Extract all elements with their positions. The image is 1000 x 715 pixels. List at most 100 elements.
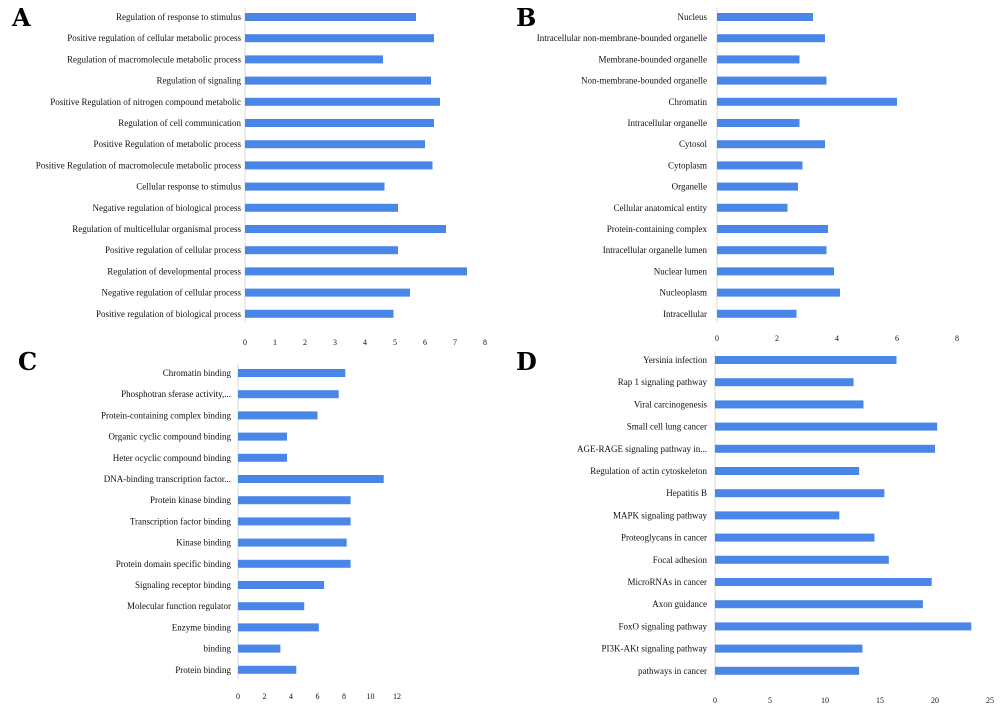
bar-a: [245, 182, 385, 191]
panel-label-b: B: [516, 3, 536, 32]
category-label-b: Cytoplasm: [668, 160, 707, 170]
bar-d: [715, 600, 923, 609]
bar-a: [245, 161, 433, 170]
category-label-a: Regulation of macromolecule metabolic pr…: [67, 54, 241, 64]
bar-b: [717, 55, 800, 64]
bar-a: [245, 203, 398, 212]
category-label-b: Organelle: [672, 182, 707, 192]
tick-label-d: 20: [931, 696, 939, 705]
panel-label-c: C: [18, 347, 37, 376]
bar-a: [245, 246, 398, 255]
bar-a: [245, 97, 440, 106]
bar-a: [245, 76, 431, 85]
category-label-d: Viral carcinogenesis: [634, 399, 708, 409]
tick-label-c: 10: [367, 692, 375, 701]
category-label-c: Heter ocyclic compound binding: [113, 453, 232, 463]
bar-c: [238, 390, 339, 399]
tick-label-a: 7: [453, 338, 457, 347]
tick-label-a: 2: [303, 338, 307, 347]
tick-label-a: 6: [423, 338, 427, 347]
bar-c: [238, 538, 347, 547]
category-label-d: AGE-RAGE signaling pathway in...: [577, 444, 707, 454]
bar-a: [245, 140, 425, 149]
category-label-a: Regulation of signaling: [157, 76, 242, 86]
tick-label-d: 0: [713, 696, 717, 705]
category-label-d: Regulation of actin cytoskeleton: [590, 466, 707, 476]
tick-label-d: 15: [876, 696, 884, 705]
category-label-b: Nucleus: [678, 12, 708, 22]
bar-b: [717, 182, 798, 191]
bar-d: [715, 644, 863, 653]
bar-b: [717, 76, 827, 85]
bar-b: [717, 267, 834, 276]
category-label-b: Non-membrane-bounded organelle: [581, 76, 707, 86]
category-label-d: Rap 1 signaling pathway: [618, 377, 708, 387]
bar-b: [717, 203, 788, 212]
bar-a: [245, 55, 383, 64]
bar-c: [238, 475, 384, 483]
category-label-c: Enzyme binding: [172, 622, 232, 632]
bar-c: [238, 432, 288, 441]
category-label-b: Nuclear lumen: [654, 266, 708, 276]
tick-label-b: 4: [835, 334, 839, 343]
bar-b: [717, 97, 897, 106]
category-label-d: Yersinia infection: [643, 355, 707, 365]
bar-d: [715, 422, 938, 431]
category-label-d: FoxO signaling pathway: [619, 621, 708, 631]
category-label-a: Positive Regulation of nitrogen compound…: [50, 97, 241, 107]
category-label-d: MicroRNAs in cancer: [628, 577, 707, 587]
bar-a: [245, 267, 467, 276]
bar-c: [238, 602, 305, 611]
bar-c: [238, 411, 318, 420]
category-label-a: Negative regulation of cellular process: [102, 288, 242, 298]
tick-label-d: 10: [821, 696, 829, 705]
category-label-a: Regulation of multicellular organismal p…: [72, 224, 241, 234]
bar-c: [238, 496, 351, 505]
bar-c: [238, 453, 288, 462]
tick-label-c: 4: [289, 692, 293, 701]
bar-c: [238, 559, 351, 568]
tick-label-c: 6: [316, 692, 320, 701]
tick-label-a: 4: [363, 338, 367, 347]
category-label-a: Positive regulation of biological proces…: [96, 309, 241, 319]
category-label-b: Intracellular: [663, 309, 707, 319]
bar-d: [715, 533, 875, 542]
category-label-a: Negative regulation of biological proces…: [93, 203, 242, 213]
panel-label-a: A: [11, 3, 31, 32]
tick-label-a: 5: [393, 338, 397, 347]
bar-b: [717, 288, 840, 297]
tick-label-b: 6: [895, 334, 899, 343]
bar-c: [238, 369, 346, 377]
tick-label-b: 2: [775, 334, 779, 343]
category-label-c: Kinase binding: [176, 538, 231, 548]
bar-d: [715, 467, 860, 475]
bar-a: [245, 34, 434, 43]
bar-b: [717, 161, 803, 170]
bar-c: [238, 644, 281, 653]
category-label-a: Positive regulation of cellular metaboli…: [67, 33, 241, 43]
tick-label-c: 8: [342, 692, 346, 701]
category-label-b: Intracellular organelle lumen: [603, 245, 708, 255]
category-label-b: Nucleoplasm: [660, 288, 708, 298]
category-label-b: Intracellular non-membrane-bounded organ…: [537, 33, 707, 43]
category-label-c: Phosphotran sferase activity,...: [121, 389, 231, 399]
category-label-d: MAPK signaling pathway: [613, 510, 707, 520]
bar-d: [715, 555, 889, 564]
category-label-a: Regulation of cell communication: [118, 118, 241, 128]
bar-b: [717, 246, 827, 255]
bar-b: [717, 140, 825, 149]
bar-c: [238, 581, 325, 589]
category-label-d: pathways in cancer: [638, 666, 707, 676]
tick-label-c: 0: [236, 692, 240, 701]
category-label-a: Regulation of response to stimulus: [116, 12, 241, 22]
bar-c: [238, 517, 351, 526]
chart-panel-d: Yersinia infection Rap 1 signaling pathwa…: [577, 351, 994, 705]
tick-label-c: 2: [263, 692, 267, 701]
tick-label-b: 8: [955, 334, 959, 343]
bar-d: [715, 666, 860, 675]
category-label-d: Small cell lung cancer: [627, 422, 707, 432]
bar-d: [715, 400, 864, 409]
bar-a: [245, 225, 446, 233]
category-label-d: Proteoglycans in cancer: [621, 533, 707, 543]
